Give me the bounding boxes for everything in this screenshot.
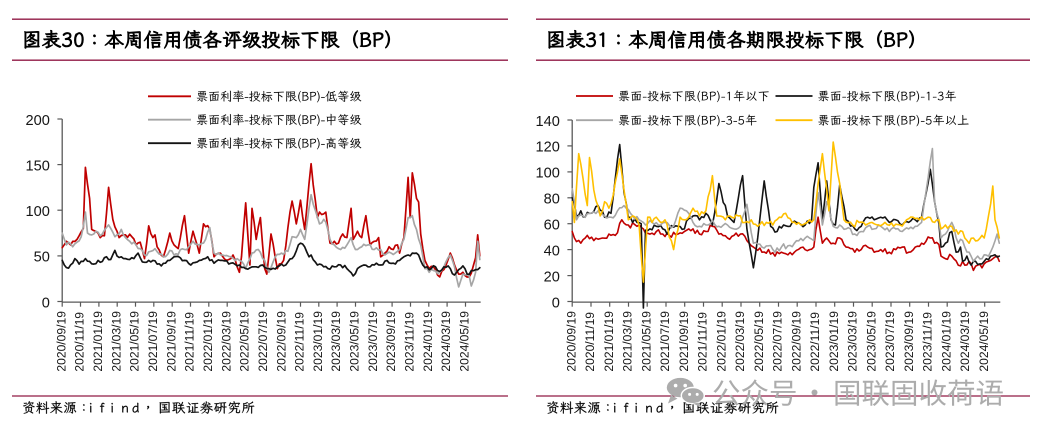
svg-text:150: 150 <box>26 158 50 174</box>
svg-text:2024/05/19: 2024/05/19 <box>458 311 472 372</box>
svg-text:2021/05/19: 2021/05/19 <box>639 311 653 372</box>
svg-text:2022/03/19: 2022/03/19 <box>733 311 747 372</box>
svg-text:120: 120 <box>536 140 560 156</box>
svg-text:2022/11/19: 2022/11/19 <box>293 312 307 372</box>
svg-text:2023/03/19: 2023/03/19 <box>846 311 860 372</box>
svg-text:100: 100 <box>536 166 560 182</box>
svg-text:2021/09/19: 2021/09/19 <box>677 311 691 372</box>
svg-text:2023/01/19: 2023/01/19 <box>827 311 841 372</box>
svg-text:2023/11/19: 2023/11/19 <box>403 312 417 372</box>
svg-text:2020/11/19: 2020/11/19 <box>583 312 597 372</box>
svg-text:2020/09/19: 2020/09/19 <box>54 311 68 372</box>
svg-text:2022/09/19: 2022/09/19 <box>789 311 803 372</box>
svg-text:2023/01/19: 2023/01/19 <box>311 311 325 372</box>
svg-text:60: 60 <box>544 218 560 234</box>
svg-text:2023/11/19: 2023/11/19 <box>921 312 935 372</box>
svg-text:2021/09/19: 2021/09/19 <box>164 311 178 372</box>
svg-text:2020/11/19: 2020/11/19 <box>73 312 87 372</box>
svg-text:2021/03/19: 2021/03/19 <box>621 311 635 372</box>
svg-text:20: 20 <box>544 269 560 285</box>
svg-text:2023/09/19: 2023/09/19 <box>902 311 916 372</box>
svg-text:2024/03/19: 2024/03/19 <box>439 311 453 372</box>
svg-text:0: 0 <box>42 295 50 311</box>
svg-text:2024/01/19: 2024/01/19 <box>939 311 953 372</box>
svg-text:2021/03/19: 2021/03/19 <box>109 311 123 372</box>
svg-text:2021/07/19: 2021/07/19 <box>146 311 160 372</box>
svg-text:2021/11/19: 2021/11/19 <box>183 312 197 372</box>
svg-text:100: 100 <box>26 204 50 220</box>
svg-text:2022/03/19: 2022/03/19 <box>219 311 233 372</box>
svg-text:2023/07/19: 2023/07/19 <box>883 311 897 372</box>
svg-text:2022/09/19: 2022/09/19 <box>274 311 288 372</box>
svg-text:2022/07/19: 2022/07/19 <box>256 311 270 372</box>
svg-text:200: 200 <box>26 113 50 129</box>
svg-text:2023/07/19: 2023/07/19 <box>366 311 380 372</box>
svg-text:2020/09/19: 2020/09/19 <box>564 311 578 372</box>
svg-text:2021/07/19: 2021/07/19 <box>658 311 672 372</box>
svg-text:2022/11/19: 2022/11/19 <box>808 312 822 372</box>
svg-text:2022/05/19: 2022/05/19 <box>238 311 252 372</box>
svg-text:80: 80 <box>544 192 560 208</box>
svg-text:2023/09/19: 2023/09/19 <box>384 311 398 372</box>
svg-text:2021/01/19: 2021/01/19 <box>91 311 105 372</box>
svg-text:2022/05/19: 2022/05/19 <box>752 311 766 372</box>
svg-text:2022/01/19: 2022/01/19 <box>201 311 215 372</box>
svg-text:140: 140 <box>536 114 560 130</box>
svg-text:2024/01/19: 2024/01/19 <box>421 311 435 372</box>
svg-text:2023/03/19: 2023/03/19 <box>329 311 343 372</box>
svg-text:2023/05/19: 2023/05/19 <box>864 311 878 372</box>
svg-text:2024/05/19: 2024/05/19 <box>977 311 991 372</box>
svg-text:50: 50 <box>34 250 50 266</box>
svg-text:2022/07/19: 2022/07/19 <box>771 311 785 372</box>
svg-text:2024/03/19: 2024/03/19 <box>958 311 972 372</box>
svg-text:2023/05/19: 2023/05/19 <box>348 311 362 372</box>
svg-text:40: 40 <box>544 243 560 259</box>
svg-text:2021/01/19: 2021/01/19 <box>602 311 616 372</box>
svg-text:2022/01/19: 2022/01/19 <box>714 311 728 372</box>
svg-text:2021/11/19: 2021/11/19 <box>696 312 710 372</box>
svg-text:0: 0 <box>552 295 560 311</box>
svg-text:2021/05/19: 2021/05/19 <box>128 311 142 372</box>
